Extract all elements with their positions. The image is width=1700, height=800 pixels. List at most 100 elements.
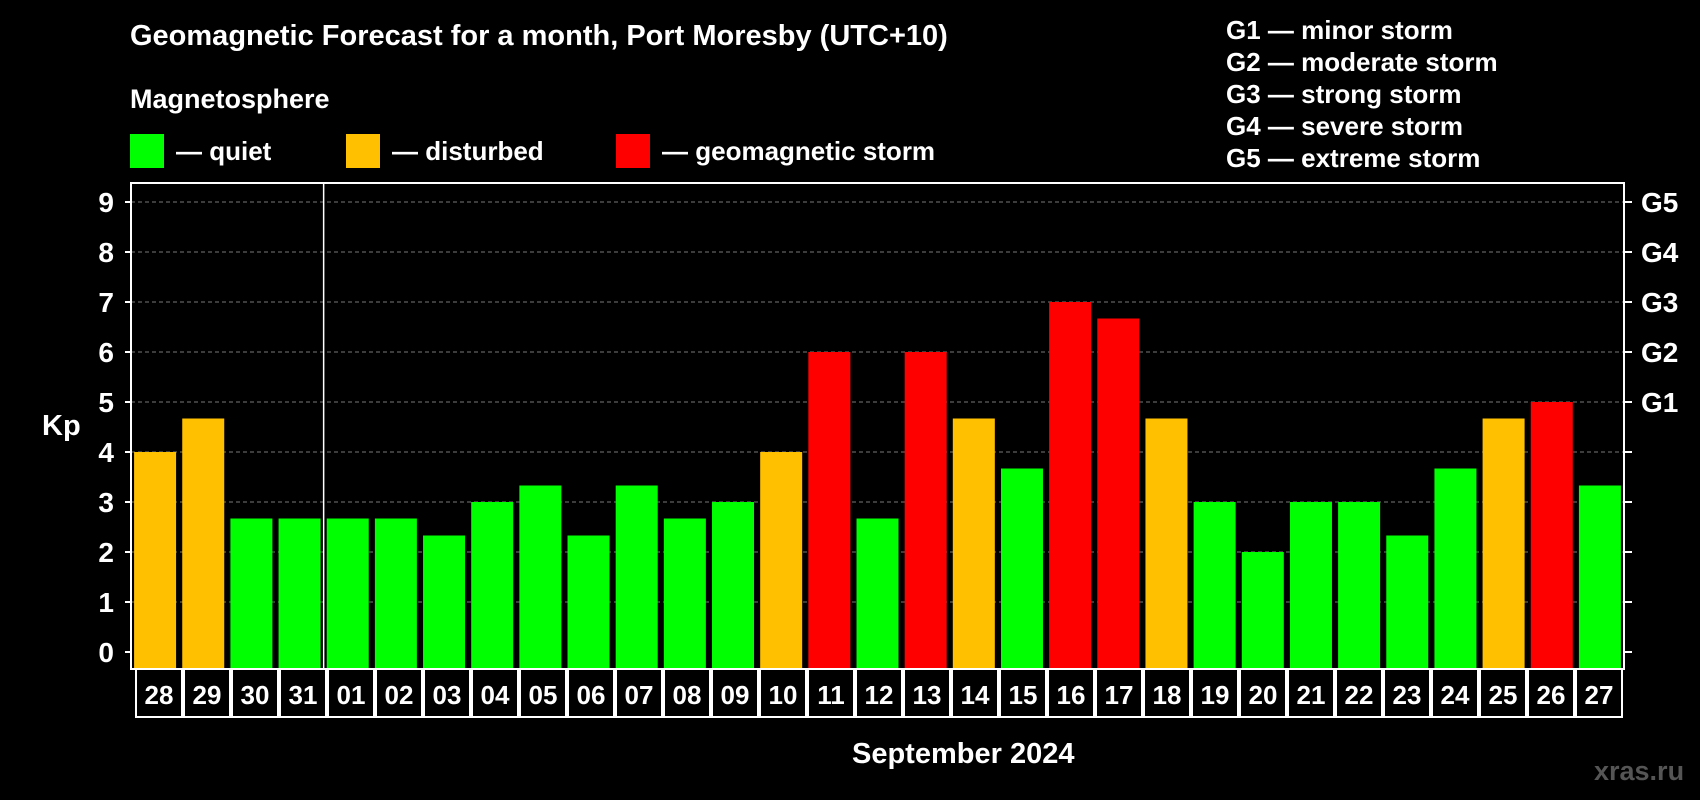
x-tick-label: 09 [721, 680, 750, 710]
g-scale-item: G1 — minor storm [1226, 15, 1453, 45]
x-category-box [519, 668, 567, 718]
g-scale-item: G2 — moderate storm [1226, 47, 1498, 77]
x-tick-label: 13 [913, 680, 942, 710]
x-tick-label: 04 [481, 680, 510, 710]
x-category-box [1335, 668, 1383, 718]
x-category-box [855, 668, 903, 718]
y-tick-label: 2 [98, 537, 114, 568]
kp-bar [326, 518, 369, 669]
x-tick-label: 23 [1393, 680, 1422, 710]
g-scale-item: G4 — severe storm [1226, 111, 1464, 141]
x-category-box [711, 668, 759, 718]
kp-bar [423, 535, 466, 669]
kp-bar [856, 518, 899, 669]
x-category-box [1191, 668, 1239, 718]
x-category-box [1047, 668, 1095, 718]
x-category-box [807, 668, 855, 718]
x-category-box [1479, 668, 1527, 718]
kp-bar [1530, 402, 1573, 669]
y-tick-label: 3 [98, 487, 114, 518]
kp-bar [182, 418, 225, 669]
x-tick-label: 30 [241, 680, 270, 710]
x-tick-label: 11 [817, 680, 845, 710]
watermark: xras.ru [1594, 756, 1685, 786]
x-tick-label: 16 [1057, 680, 1086, 710]
kp-bar [1578, 485, 1621, 669]
x-category-box [567, 668, 615, 718]
kp-bar [230, 518, 273, 669]
y-axis-label: Kp [42, 410, 81, 442]
legend-storm: — geomagnetic storm [616, 134, 935, 168]
x-tick-label: 28 [145, 680, 174, 710]
kp-bar [1000, 468, 1043, 669]
x-category-box [903, 668, 951, 718]
x-category-box [279, 668, 327, 718]
x-tick-label: 05 [529, 680, 558, 710]
kp-bar [1482, 418, 1525, 669]
legend-quiet: — quiet [130, 134, 271, 168]
x-category-box [1575, 668, 1623, 718]
kp-bar [519, 485, 562, 669]
x-tick-label: 21 [1297, 680, 1326, 710]
x-category-box [1239, 668, 1287, 718]
x-category-box [471, 668, 519, 718]
kp-bar [760, 452, 803, 669]
g-level-label: G5 [1641, 187, 1678, 218]
x-tick-label: 14 [961, 680, 990, 710]
kp-bar [1193, 502, 1236, 669]
x-tick-label: 07 [625, 680, 654, 710]
x-tick-label: 01 [337, 680, 366, 710]
x-category-box [327, 668, 375, 718]
x-category-box [1143, 668, 1191, 718]
y-tick-label: 4 [98, 437, 114, 468]
x-tick-label: 29 [193, 680, 222, 710]
x-tick-label: 31 [289, 680, 318, 710]
g-scale-legend: G1 — minor storm G2 — moderate storm G3 … [1226, 14, 1498, 174]
g-level-label: G3 [1641, 287, 1678, 318]
y-tick-label: 8 [98, 237, 114, 268]
g-scale-item: G3 — strong storm [1226, 79, 1462, 109]
x-tick-label: 03 [433, 680, 462, 710]
x-category-box [135, 668, 183, 718]
legend-storm-swatch [616, 134, 650, 168]
kp-bar [374, 518, 417, 669]
legend-storm-label: — geomagnetic storm [662, 135, 936, 166]
kp-bar [712, 502, 755, 669]
x-tick-label: 10 [769, 680, 798, 710]
g-scale-item: G5 — extreme storm [1226, 143, 1481, 173]
x-tick-label: 22 [1345, 680, 1374, 710]
x-category-box [663, 668, 711, 718]
kp-bar [952, 418, 995, 669]
chart-title: Geomagnetic Forecast for a month, Port M… [130, 20, 948, 52]
kp-bar [904, 352, 947, 669]
g-level-label: G1 [1641, 387, 1678, 418]
x-axis-label: September 2024 [852, 738, 1075, 770]
x-tick-label: 19 [1201, 680, 1230, 710]
y-tick-label: 0 [98, 637, 114, 668]
kp-bar [1289, 502, 1332, 669]
legend-disturbed: — disturbed [346, 134, 544, 168]
kp-bar [1386, 535, 1429, 669]
x-category-box [423, 668, 471, 718]
x-tick-label: 27 [1585, 680, 1614, 710]
kp-bar [134, 452, 177, 669]
x-category-box [375, 668, 423, 718]
legend-disturbed-swatch [346, 134, 380, 168]
x-tick-label: 20 [1249, 680, 1278, 710]
x-category-box [1527, 668, 1575, 718]
kp-bar [1241, 552, 1284, 669]
x-category-box [999, 668, 1047, 718]
x-category-box [1431, 668, 1479, 718]
x-category-box [1287, 668, 1335, 718]
x-tick-label: 15 [1009, 680, 1038, 710]
kp-bar [1049, 302, 1092, 669]
x-tick-label: 25 [1489, 680, 1518, 710]
x-category-box [1383, 668, 1431, 718]
x-tick-label: 08 [673, 680, 702, 710]
x-tick-label: 24 [1441, 680, 1470, 710]
g-level-label: G4 [1641, 237, 1679, 268]
g-level-label: G2 [1641, 337, 1678, 368]
x-tick-label: 06 [577, 680, 606, 710]
kp-bar [1338, 502, 1381, 669]
